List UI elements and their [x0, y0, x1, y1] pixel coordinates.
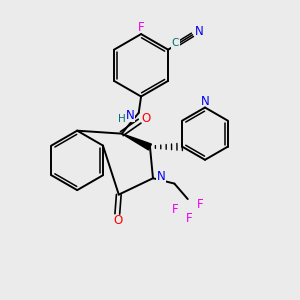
Text: N: N [201, 95, 209, 108]
Text: O: O [141, 112, 150, 125]
Text: N: N [157, 170, 166, 183]
Text: H: H [118, 114, 126, 124]
Text: F: F [172, 203, 178, 216]
Text: N: N [195, 26, 203, 38]
Text: N: N [126, 109, 135, 122]
Text: C: C [172, 38, 179, 48]
Text: F: F [197, 199, 203, 212]
Text: O: O [113, 214, 122, 227]
Text: F: F [186, 212, 193, 225]
Polygon shape [122, 134, 152, 150]
Text: F: F [138, 21, 144, 34]
